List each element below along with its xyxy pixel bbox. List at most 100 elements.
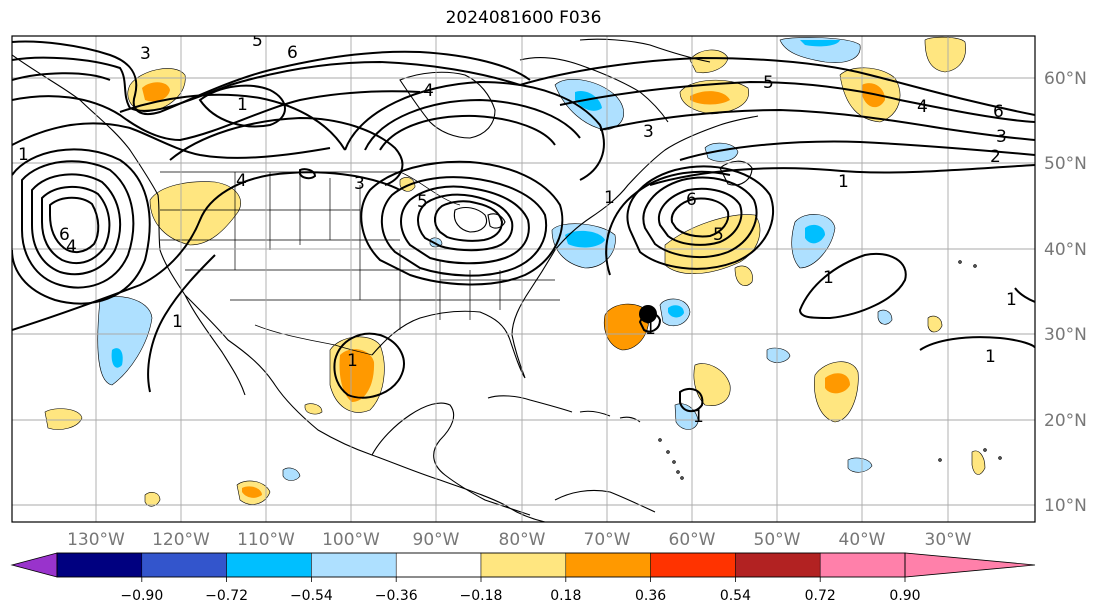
contour-labels: 3 5 6 1 4 1 4 3 6 4 5 1 3 6 5 1 6 5 4 3 … (18, 31, 1017, 427)
colorbar-segment (226, 552, 312, 578)
lon-label: 100°W (322, 530, 380, 550)
longitude-labels: 130°W 120°W 110°W 100°W 90°W 80°W 70°W 6… (67, 530, 972, 550)
colorbar-segment (565, 552, 651, 578)
colorbar-tick-label: −0.54 (290, 588, 333, 604)
colorbar-tick-label: 0.36 (635, 588, 666, 604)
colorbar-segment (311, 552, 397, 578)
contour-label: 1 (838, 172, 849, 192)
contour-label: 5 (252, 31, 263, 51)
fill-region-light-blue (847, 457, 873, 473)
fill-region-orange (242, 486, 262, 498)
contour-label: 6 (993, 102, 1004, 122)
fill-region-yellow (44, 408, 83, 430)
contour-label: 3 (140, 44, 151, 64)
colorbar-tick-label: 0.54 (720, 588, 751, 604)
map-title: 2024081600 F036 (445, 8, 602, 28)
contour-label: 3 (643, 122, 654, 142)
fill-region-orange (862, 83, 885, 108)
colorbar-tick-label: 0.72 (805, 588, 836, 604)
lon-label: 90°W (413, 530, 460, 550)
colorbar-segment (56, 552, 143, 578)
contour-label: 1 (645, 319, 656, 339)
fill-region-orange (142, 82, 170, 102)
fill-region-yellow (693, 363, 731, 406)
fill-region-light-blue (877, 309, 893, 325)
colorbar-segment (819, 552, 906, 578)
lon-label: 50°W (754, 530, 801, 550)
colorbar-tick-label: −0.36 (375, 588, 418, 604)
fill-region-light-blue (282, 467, 301, 481)
tropical-cyclone-marker (639, 305, 657, 323)
fill-region-blue (565, 230, 605, 248)
fill-region-blue (575, 90, 602, 111)
fill-region-light-blue (766, 347, 791, 363)
fill-region-blue (111, 348, 123, 368)
contour-label: 1 (18, 145, 29, 165)
contour-label: 1 (237, 95, 248, 115)
colorbar-segment (650, 552, 736, 578)
fill-region-yellow (924, 36, 966, 73)
lon-label: 120°W (152, 530, 210, 550)
colorbar-segment (480, 552, 567, 578)
contour-label: 1 (823, 268, 834, 288)
colorbar-tick-label: −0.18 (460, 588, 503, 604)
contour-label: 5 (417, 192, 428, 212)
contour-label: 4 (423, 81, 434, 101)
contour-label: 1 (347, 351, 358, 371)
colorbar-segment (141, 552, 227, 578)
contour-lines (12, 40, 1035, 413)
map-frame (11, 35, 1036, 523)
contour-label: 1 (1006, 290, 1017, 310)
coastlines (12, 38, 1002, 522)
colorbar-tick-label: 0.18 (550, 588, 581, 604)
colorbar-tick-label: −0.72 (205, 588, 248, 604)
contour-label: 4 (917, 97, 928, 117)
colorbar-extend-max (904, 552, 1036, 578)
fill-region-light-blue (779, 37, 861, 63)
political-borders (160, 171, 560, 356)
lon-label: 30°W (925, 530, 972, 550)
colorbar-tick-label: 0.90 (889, 588, 920, 604)
colorbar-tick-label: −0.90 (120, 588, 163, 604)
lon-label: 110°W (237, 530, 295, 550)
lat-label: 50°N (1044, 154, 1087, 174)
lat-label: 60°N (1044, 69, 1087, 89)
lon-label: 60°W (669, 530, 716, 550)
fill-region-blue (668, 305, 684, 318)
fill-region-yellow (971, 450, 986, 475)
contour-label: 1 (604, 188, 615, 208)
contour-label: 3 (996, 127, 1007, 147)
lat-label: 40°N (1044, 240, 1087, 260)
colorbar: −0.90 −0.72 −0.54 −0.36 −0.18 0.18 0.36 … (10, 552, 1036, 604)
contour-label: 6 (59, 225, 70, 245)
colorbar-segment (395, 552, 482, 578)
colorbar-extend-min (10, 552, 58, 578)
fill-region-light-blue (97, 296, 153, 386)
latitude-labels: 60°N 50°N 40°N 30°N 20°N 10°N (1044, 69, 1087, 516)
fill-region-blue (800, 40, 840, 47)
lat-label: 10°N (1044, 496, 1087, 516)
contour-label: 1 (172, 312, 183, 332)
fill-region-blue (805, 224, 825, 244)
contour-label: 6 (686, 190, 697, 210)
fill-region-yellow (734, 265, 753, 286)
lon-label: 70°W (584, 530, 631, 550)
contour-label: 4 (236, 171, 247, 191)
contour-label: 4 (66, 237, 77, 257)
fill-region-yellow (304, 403, 323, 415)
lat-label: 20°N (1044, 411, 1087, 431)
lon-label: 40°W (839, 530, 886, 550)
colorbar-segment (735, 552, 821, 578)
contour-label: 5 (713, 225, 724, 245)
fill-region-orange (339, 349, 375, 402)
lon-label: 80°W (499, 530, 546, 550)
lon-label: 130°W (67, 530, 125, 550)
contour-label: 1 (693, 407, 704, 427)
fill-region-orange (690, 91, 730, 105)
contour-label: 2 (990, 147, 1001, 167)
lat-label: 30°N (1044, 325, 1087, 345)
fill-region-orange (825, 373, 850, 394)
fill-region-light-blue (704, 142, 739, 162)
contour-label: 3 (354, 174, 365, 194)
